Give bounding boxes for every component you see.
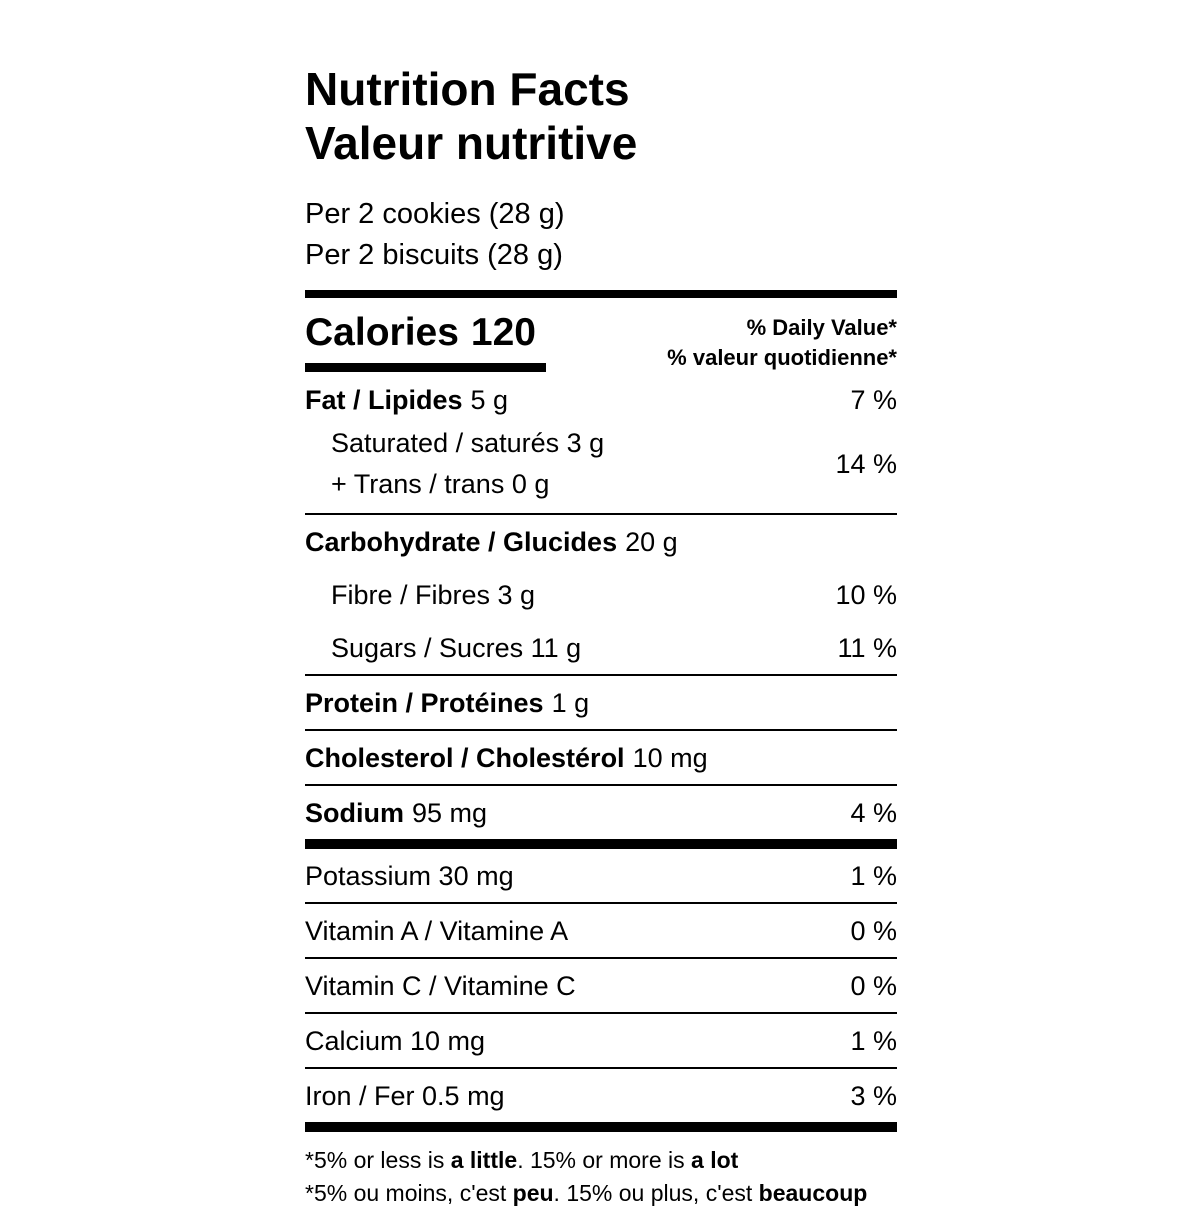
daily-value-english: % Daily Value* [746,315,897,340]
divider [305,784,897,786]
footnote-french: *5% ou moins, c'est peu. 15% ou plus, c'… [305,1180,868,1206]
trans-label: + Trans / trans 0 g [331,469,550,499]
sugars-percent: 11 % [837,633,897,663]
iron-percent: 3 % [850,1081,897,1111]
divider [305,1067,897,1069]
saturated-trans-percent: 14 % [835,448,897,479]
row-sugars: Sugars / Sucres 11 g 11 % [305,621,897,674]
mid-rule [305,839,897,849]
iron-label: Iron / Fer 0.5 mg [305,1081,505,1111]
calories-section: Calories 120 % Daily Value* % valeur quot… [305,298,897,373]
serving-size-french: Per 2 biscuits (28 g) [305,239,563,271]
vitamin-c-percent: 0 % [850,971,897,1001]
sodium-label: Sodium 95 mg [305,798,488,828]
title-english: Nutrition Facts [305,63,630,115]
cholesterol-label: Cholesterol / Cholestérol 10 mg [305,743,708,773]
divider [305,1012,897,1014]
fibre-label: Fibre / Fibres 3 g [331,580,536,610]
divider [305,513,897,515]
label-title: Nutrition Facts Valeur nutritive [305,62,897,170]
divider [305,729,897,731]
footnote-english: *5% or less is a little. 15% or more is … [305,1147,739,1173]
row-cholesterol: Cholesterol / Cholestérol 10 mg [305,731,897,784]
carbohydrate-label: Carbohydrate / Glucides 20 g [305,527,678,557]
row-vitamin-a: Vitamin A / Vitamine A 0 % [305,904,897,957]
potassium-label: Potassium 30 mg [305,861,514,891]
daily-value-header: % Daily Value* % valeur quotidienne* [667,310,897,373]
row-carbohydrate: Carbohydrate / Glucides 20 g [305,515,897,568]
title-french: Valeur nutritive [305,117,638,169]
calories-value: Calories 120 [305,310,546,372]
serving-size-english: Per 2 cookies (28 g) [305,198,565,230]
sugars-label: Sugars / Sucres 11 g [331,633,582,663]
row-calcium: Calcium 10 mg 1 % [305,1014,897,1067]
row-iron: Iron / Fer 0.5 mg 3 % [305,1069,897,1122]
potassium-percent: 1 % [850,861,897,891]
row-potassium: Potassium 30 mg 1 % [305,849,897,902]
row-fat: Fat / Lipides 5 g 7 % [305,373,897,426]
row-saturated-trans: Saturated / saturés 3 g + Trans / trans … [305,426,897,513]
divider [305,957,897,959]
vitamin-c-label: Vitamin C / Vitamine C [305,971,576,1001]
divider [305,674,897,676]
calcium-label: Calcium 10 mg [305,1026,486,1056]
nutrition-facts-label: Nutrition Facts Valeur nutritive Per 2 c… [305,62,897,1210]
saturated-label: Saturated / saturés 3 g [331,428,605,458]
saturated-trans-labels: Saturated / saturés 3 g + Trans / trans … [305,426,604,501]
vitamin-a-label: Vitamin A / Vitamine A [305,916,569,946]
row-protein: Protein / Protéines 1 g [305,676,897,729]
divider [305,902,897,904]
calcium-percent: 1 % [850,1026,897,1056]
row-vitamin-c: Vitamin C / Vitamine C 0 % [305,959,897,1012]
bottom-rule [305,1122,897,1132]
fat-percent: 7 % [850,385,897,415]
sodium-percent: 4 % [850,798,897,828]
calories-number: 120 [470,311,536,354]
daily-value-french: % valeur quotidienne* [667,345,897,370]
footnotes: *5% or less is a little. 15% or more is … [305,1144,897,1210]
fat-label: Fat / Lipides 5 g [305,385,509,415]
calories-label: Calories [305,311,459,354]
vitamin-a-percent: 0 % [850,916,897,946]
serving-size: Per 2 cookies (28 g) Per 2 biscuits (28 … [305,194,897,276]
top-rule [305,290,897,298]
row-sodium: Sodium 95 mg 4 % [305,786,897,839]
fibre-percent: 10 % [835,580,897,610]
row-fibre: Fibre / Fibres 3 g 10 % [305,568,897,621]
protein-label: Protein / Protéines 1 g [305,688,590,718]
